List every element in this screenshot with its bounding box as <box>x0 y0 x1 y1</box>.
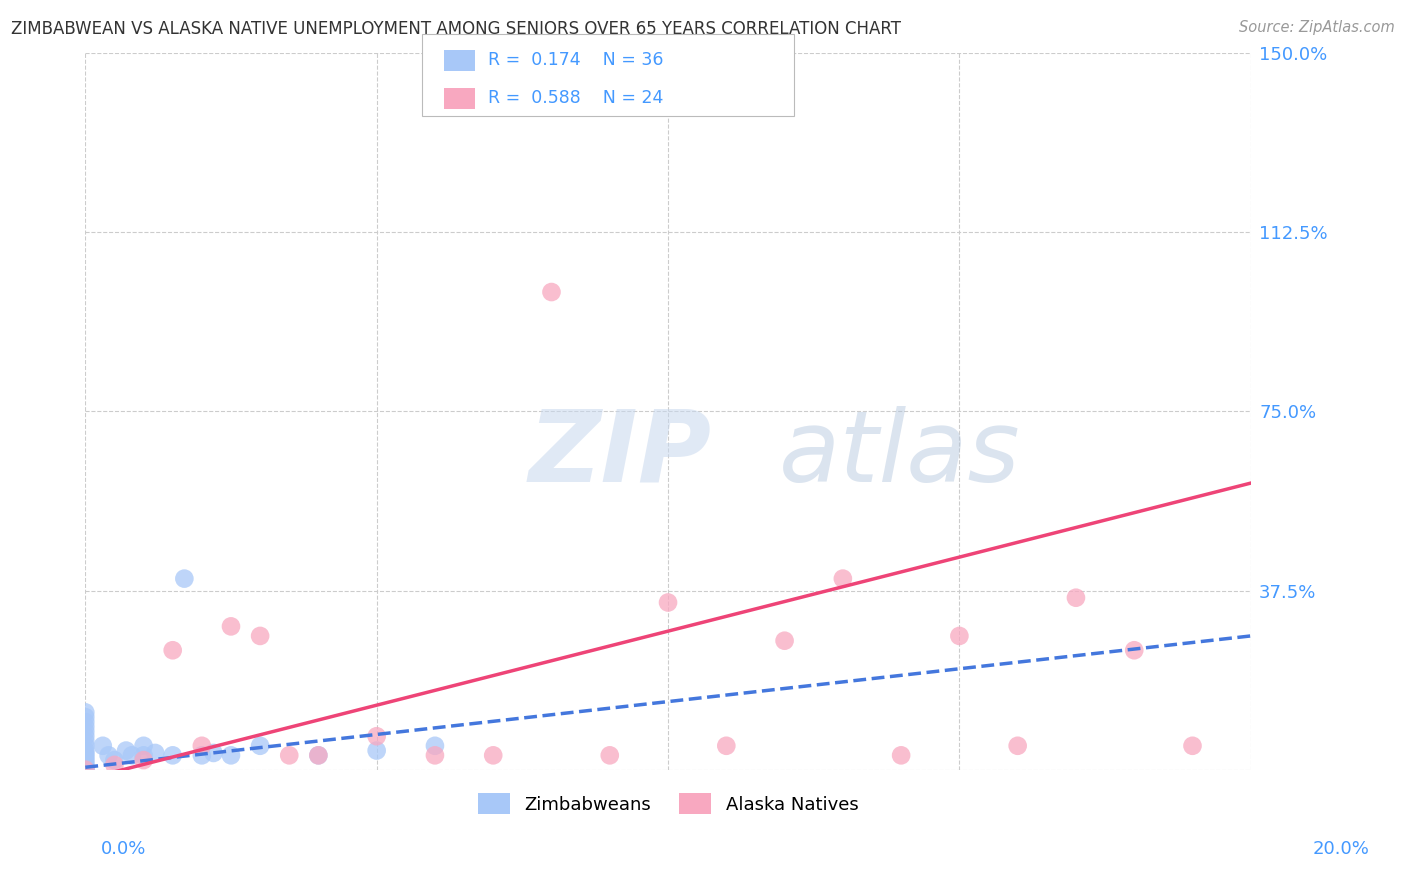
Point <box>75 758 97 772</box>
Point <box>191 748 214 763</box>
Point <box>831 572 853 586</box>
Point <box>75 756 97 770</box>
Point <box>75 729 97 743</box>
Point <box>890 748 912 763</box>
Point <box>75 753 97 767</box>
Text: ZIP: ZIP <box>529 406 711 503</box>
Point <box>103 758 125 772</box>
Point <box>716 739 738 753</box>
Text: ZIMBABWEAN VS ALASKA NATIVE UNEMPLOYMENT AMONG SENIORS OVER 65 YEARS CORRELATION: ZIMBABWEAN VS ALASKA NATIVE UNEMPLOYMENT… <box>11 20 901 37</box>
Point <box>482 748 505 763</box>
Point <box>91 739 114 753</box>
Point <box>249 739 271 753</box>
Point <box>423 748 446 763</box>
Point <box>75 739 97 753</box>
Point <box>75 746 97 760</box>
Point <box>132 753 155 767</box>
Text: Source: ZipAtlas.com: Source: ZipAtlas.com <box>1239 20 1395 35</box>
Point <box>191 739 214 753</box>
Text: 0.0%: 0.0% <box>101 840 146 858</box>
Point <box>75 710 97 724</box>
Point <box>202 746 225 760</box>
Point <box>75 743 97 757</box>
Point <box>143 746 166 760</box>
Point <box>540 285 562 299</box>
Point <box>173 572 195 586</box>
Point <box>1123 643 1146 657</box>
Point <box>219 748 242 763</box>
Text: R =  0.174    N = 36: R = 0.174 N = 36 <box>488 52 664 70</box>
Point <box>75 734 97 748</box>
Point <box>307 748 329 763</box>
Point <box>219 619 242 633</box>
Point <box>75 720 97 734</box>
Point <box>1064 591 1087 605</box>
Point <box>1007 739 1029 753</box>
Point <box>132 748 155 763</box>
Point <box>75 714 97 729</box>
Point <box>1181 739 1204 753</box>
Point <box>121 748 143 763</box>
Point <box>115 743 138 757</box>
Point <box>75 750 97 764</box>
Point <box>423 739 446 753</box>
Point <box>75 748 97 763</box>
Point <box>97 748 120 763</box>
Point <box>162 748 184 763</box>
Point <box>75 763 97 777</box>
Point <box>75 724 97 739</box>
Point <box>103 753 125 767</box>
Text: 20.0%: 20.0% <box>1313 840 1369 858</box>
Point <box>366 729 388 743</box>
Point <box>75 706 97 720</box>
Point <box>948 629 970 643</box>
Point <box>307 748 329 763</box>
Text: atlas: atlas <box>779 406 1021 503</box>
Point <box>75 763 97 777</box>
Point <box>773 633 796 648</box>
Point <box>132 739 155 753</box>
Point <box>599 748 621 763</box>
Point <box>75 760 97 774</box>
Point <box>249 629 271 643</box>
Point <box>75 763 97 777</box>
Point <box>162 643 184 657</box>
Point <box>366 743 388 757</box>
Point <box>75 763 97 777</box>
Text: R =  0.588    N = 24: R = 0.588 N = 24 <box>488 89 664 107</box>
Point <box>278 748 301 763</box>
Legend: Zimbabweans, Alaska Natives: Zimbabweans, Alaska Natives <box>471 786 866 822</box>
Point <box>657 595 679 609</box>
